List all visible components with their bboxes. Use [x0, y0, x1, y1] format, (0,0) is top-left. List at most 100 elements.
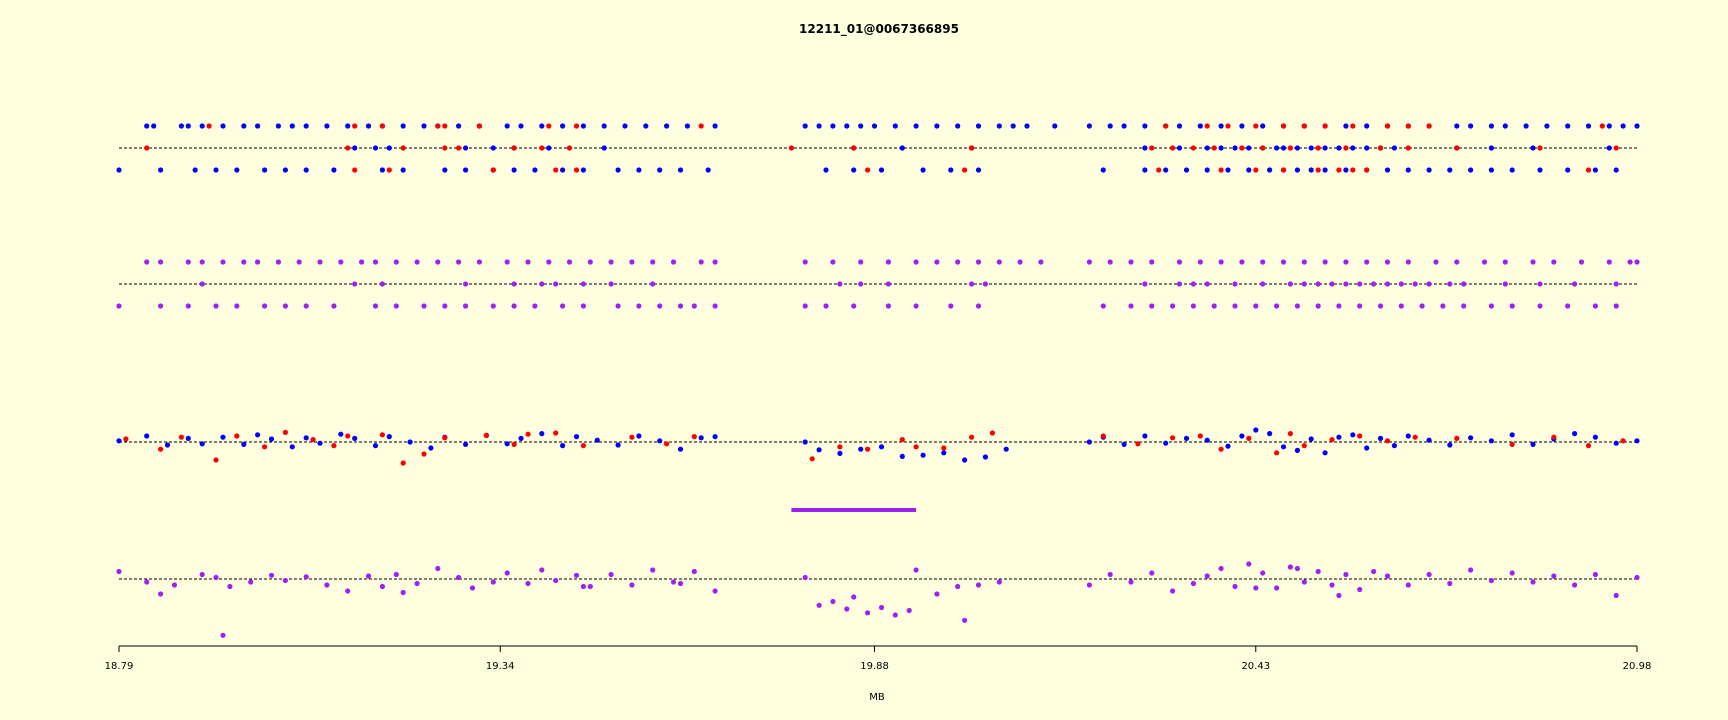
- data-point: [511, 303, 517, 309]
- data-point: [1163, 167, 1169, 173]
- data-point: [1239, 433, 1245, 439]
- data-point: [1537, 167, 1543, 173]
- data-point: [1183, 435, 1190, 441]
- data-point: [1336, 434, 1342, 440]
- data-point: [476, 123, 482, 129]
- data-point: [199, 281, 205, 287]
- data-point: [1481, 259, 1488, 265]
- data-point: [955, 583, 961, 590]
- data-point: [317, 259, 323, 265]
- data-point: [504, 570, 510, 576]
- data-point: [1274, 145, 1280, 151]
- data-point: [317, 440, 323, 446]
- data-point: [1537, 303, 1543, 309]
- data-point: [511, 167, 517, 173]
- data-point: [1287, 281, 1293, 287]
- data-point: [899, 453, 905, 459]
- data-point: [1377, 303, 1384, 309]
- data-point: [1364, 167, 1370, 173]
- data-point: [934, 123, 940, 129]
- data-point: [1204, 573, 1210, 579]
- data-point: [1329, 281, 1335, 287]
- data-point: [712, 434, 718, 440]
- data-point: [352, 145, 358, 151]
- data-point: [802, 574, 808, 581]
- data-point: [629, 582, 635, 588]
- data-point: [490, 167, 496, 173]
- data-point: [1253, 585, 1259, 591]
- data-point: [1502, 259, 1508, 265]
- data-point: [1551, 434, 1557, 440]
- data-point: [1294, 303, 1300, 309]
- data-point: [1454, 123, 1460, 129]
- data-point: [1405, 433, 1411, 439]
- data-point: [1377, 435, 1384, 441]
- data-point: [1419, 303, 1425, 309]
- data-point: [1509, 303, 1515, 309]
- data-point: [851, 594, 857, 600]
- data-point: [393, 303, 399, 309]
- data-point: [1142, 281, 1148, 287]
- data-point: [213, 574, 219, 581]
- data-point: [553, 430, 559, 436]
- data-point: [1384, 123, 1391, 129]
- data-point: [580, 303, 587, 309]
- data-point: [511, 441, 517, 447]
- data-point: [1509, 570, 1515, 576]
- data-point: [969, 434, 975, 440]
- data-point: [1530, 441, 1536, 447]
- data-point: [1565, 167, 1571, 173]
- data-point: [1322, 145, 1328, 151]
- data-point: [234, 303, 240, 309]
- data-point: [1218, 565, 1224, 572]
- data-point: [913, 259, 919, 265]
- data-point: [1343, 167, 1349, 173]
- data-point: [1086, 439, 1092, 445]
- data-point: [982, 454, 989, 460]
- x-tick-label: 19.34: [486, 661, 515, 672]
- data-point: [1142, 167, 1148, 173]
- data-point: [601, 145, 607, 151]
- data-point: [1121, 441, 1127, 447]
- data-point: [878, 604, 885, 611]
- data-point: [421, 451, 427, 457]
- data-point: [213, 167, 219, 173]
- data-point: [1121, 123, 1127, 129]
- data-point: [379, 432, 385, 438]
- data-point: [546, 259, 552, 265]
- data-point: [712, 303, 718, 309]
- data-point: [1592, 167, 1598, 173]
- data-point: [1100, 167, 1106, 173]
- data-point: [463, 441, 469, 447]
- data-point: [580, 443, 587, 449]
- data-point: [1315, 167, 1321, 173]
- data-point: [670, 579, 677, 585]
- data-point: [1280, 259, 1287, 265]
- data-point: [268, 436, 275, 442]
- data-point: [456, 574, 462, 581]
- data-point: [608, 571, 614, 578]
- data-point: [372, 303, 379, 309]
- data-point: [1426, 281, 1432, 287]
- data-point: [1003, 446, 1009, 452]
- data-point: [622, 123, 628, 129]
- data-point: [435, 123, 441, 129]
- data-point: [969, 145, 975, 151]
- data-point: [608, 281, 614, 287]
- data-point: [379, 167, 385, 173]
- data-point: [657, 167, 663, 173]
- x-axis: 18.79 19.34 19.88 20.43 20.98: [105, 645, 1652, 672]
- data-point: [975, 582, 982, 588]
- data-point: [587, 259, 593, 265]
- data-point: [1350, 123, 1356, 129]
- data-point: [1232, 303, 1238, 309]
- data-point: [1336, 167, 1342, 173]
- x-tick-label: 20.98: [1623, 661, 1652, 672]
- data-point: [1592, 434, 1598, 440]
- data-point: [1468, 167, 1474, 173]
- data-point: [144, 579, 150, 585]
- data-point: [539, 123, 545, 129]
- data-point: [282, 167, 288, 173]
- data-point: [1315, 281, 1321, 287]
